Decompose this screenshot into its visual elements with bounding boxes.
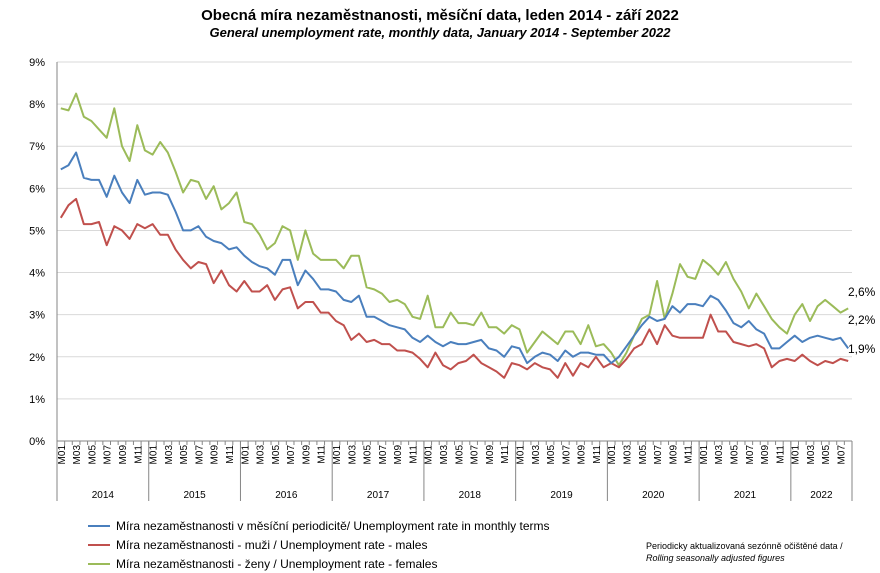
legend-label-total: Míra nezaměstnanosti v měsíční periodici… (116, 518, 550, 533)
axis-layer: 0% 1% 2% 3% 4% 5% 6% 7% 8% 9% 2014 2015 2016 2017 2018… (29, 57, 853, 501)
y-tick-label: 9% (29, 57, 45, 69)
month-tick-label: M01 (607, 445, 618, 465)
month-tick-label: M05 (179, 445, 190, 465)
month-tick-label: M03 (164, 445, 175, 465)
chart-title: Obecná míra nezaměstnanosti, měsíční dat… (201, 7, 679, 24)
month-tick-label: M03 (439, 445, 450, 465)
month-tick-label: M09 (577, 445, 588, 465)
month-tick-label: M03 (256, 445, 267, 465)
month-tick-label: M09 (485, 445, 496, 465)
legend-item-total: Míra nezaměstnanosti v měsíční periodici… (88, 516, 550, 535)
year-label: 2018 (459, 490, 482, 501)
year-label: 2022 (810, 490, 833, 501)
month-tick-label: M03 (531, 445, 542, 465)
year-label: 2019 (550, 490, 573, 501)
month-tick-label: M01 (332, 445, 343, 465)
grid-layer (57, 61, 852, 400)
year-label: 2015 (183, 490, 206, 501)
month-tick-label: M01 (240, 445, 251, 465)
year-label: 2017 (367, 490, 390, 501)
y-tick-label: 4% (29, 268, 45, 280)
series-line-total (60, 151, 850, 365)
y-tick-label: 1% (29, 394, 45, 406)
year-label: 2016 (275, 490, 298, 501)
year-label: 2014 (92, 490, 115, 501)
end-label-females: 2,6% (848, 285, 876, 299)
month-tick-label: M01 (57, 445, 68, 465)
month-tick-label: M03 (714, 445, 725, 465)
month-tick-label: M09 (393, 445, 404, 465)
month-tick-label: M07 (378, 445, 389, 465)
month-tick-label: M09 (668, 445, 679, 465)
legend-swatch-total (88, 524, 110, 527)
chart-subtitle: General unemployment rate, monthly data,… (209, 25, 671, 40)
month-tick-label: M05 (546, 445, 557, 465)
y-tick-label: 6% (29, 183, 45, 195)
footnote: Periodicky aktualizovaná sezónně očištěn… (646, 540, 843, 564)
footnote-line-1: Periodicky aktualizovaná sezónně očištěn… (646, 541, 843, 551)
legend-label-males: Míra nezaměstnanosti - muži / Unemployme… (116, 537, 428, 552)
year-label: 2020 (642, 490, 665, 501)
month-tick-label: M11 (408, 445, 419, 464)
month-tick-label: M09 (301, 445, 312, 465)
month-tick-label: M07 (470, 445, 481, 465)
month-tick-label: M07 (561, 445, 572, 465)
series-line-males (59, 197, 849, 379)
month-tick-label: M05 (454, 445, 465, 465)
end-label-males: 1,9% (848, 342, 876, 356)
month-tick-label: M05 (730, 445, 741, 465)
month-tick-label: M05 (363, 445, 374, 465)
month-tick-label: M05 (638, 445, 649, 465)
month-tick-label: M03 (347, 445, 358, 465)
series-layer (59, 92, 850, 379)
legend-label-females: Míra nezaměstnanosti - ženy / Unemployme… (116, 556, 438, 571)
legend-swatch-males (88, 543, 110, 546)
y-tick-label: 2% (29, 352, 45, 364)
month-tick-label: M01 (791, 445, 802, 465)
month-tick-label: M03 (806, 445, 817, 465)
legend-swatch-females (88, 562, 110, 565)
month-tick-label: M03 (622, 445, 633, 465)
month-tick-label: M07 (194, 445, 205, 465)
month-tick-label: M01 (149, 445, 160, 465)
month-tick-label: M01 (424, 445, 435, 465)
month-tick-label: M09 (210, 445, 221, 465)
month-tick-label: M11 (775, 445, 786, 464)
month-tick-label: M07 (837, 445, 848, 465)
month-tick-label: M03 (72, 445, 83, 465)
y-tick-label: 7% (29, 141, 45, 153)
label-layer: 2,6% 2,2% 1,9% (848, 285, 876, 356)
y-tick-label: 8% (29, 99, 45, 111)
y-tick-label: 5% (29, 225, 45, 237)
legend-item-males: Míra nezaměstnanosti - muži / Unemployme… (88, 535, 550, 554)
month-tick-label: M01 (515, 445, 526, 465)
year-label: 2021 (734, 490, 757, 501)
month-tick-label: M11 (225, 445, 236, 464)
legend: Míra nezaměstnanosti v měsíční periodici… (88, 516, 550, 573)
month-tick-label: M11 (500, 445, 511, 464)
end-label-total: 2,2% (848, 313, 876, 327)
month-tick-label: M11 (592, 445, 603, 464)
y-tick-label: 0% (29, 436, 45, 448)
month-tick-label: M07 (103, 445, 114, 465)
legend-item-females: Míra nezaměstnanosti - ženy / Unemployme… (88, 554, 550, 573)
month-tick-label: M07 (286, 445, 297, 465)
month-tick-label: M05 (821, 445, 832, 465)
footnote-line-2: Rolling seasonally adjusted figures (646, 553, 785, 563)
series-line-females (60, 92, 849, 367)
month-tick-label: M07 (745, 445, 756, 465)
month-tick-label: M11 (317, 445, 328, 464)
month-tick-label: M09 (118, 445, 129, 465)
month-tick-label: M01 (699, 445, 710, 465)
month-tick-label: M09 (760, 445, 771, 465)
month-tick-label: M11 (133, 445, 144, 464)
month-tick-label: M11 (684, 445, 695, 464)
month-tick-label: M05 (271, 445, 282, 465)
month-tick-label: M05 (87, 445, 98, 465)
y-tick-label: 3% (29, 310, 45, 322)
month-tick-label: M07 (653, 445, 664, 465)
